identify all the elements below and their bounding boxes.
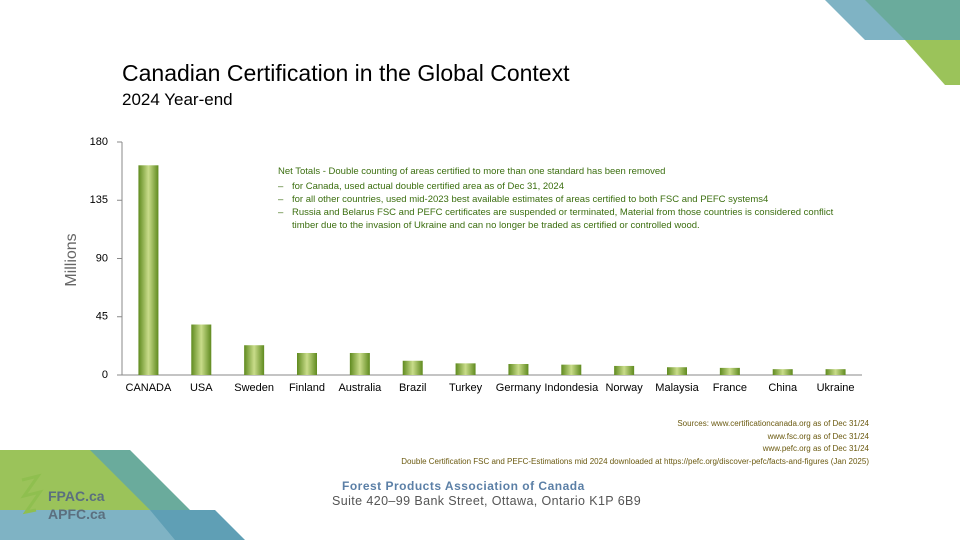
bar <box>244 345 265 375</box>
bar <box>402 360 423 375</box>
annotation: Net Totals - Double counting of areas ce… <box>278 165 838 232</box>
bar <box>614 365 635 375</box>
decor <box>865 0 960 40</box>
annotation-bullet: for all other countries, used mid-2023 b… <box>278 193 838 206</box>
annotation-bullet: Russia and Belarus FSC and PEFC certific… <box>278 206 838 232</box>
y-tick-label: 135 <box>90 194 108 206</box>
bar <box>349 352 370 375</box>
footer-address: Suite 420–99 Bank Street, Ottawa, Ontari… <box>332 494 642 508</box>
bar <box>508 363 529 375</box>
decor <box>905 40 960 85</box>
bar <box>561 364 582 375</box>
bar <box>191 324 212 375</box>
x-tick-label: Finland <box>289 382 325 394</box>
decor <box>90 450 190 510</box>
bar <box>455 363 476 375</box>
x-tick-label: Malaysia <box>655 382 699 394</box>
annotation-heading: Net Totals - Double counting of areas ce… <box>278 166 666 177</box>
bar <box>297 352 317 375</box>
footer-organization: Forest Products Association of Canada <box>342 479 585 493</box>
decor <box>150 510 245 540</box>
x-tick-label: Germany <box>496 382 542 394</box>
source-line: Double Certification FSC and PEFC-Estima… <box>401 456 869 466</box>
source-line: www.fsc.org as of Dec 31/24 <box>767 431 869 441</box>
bar <box>138 165 159 375</box>
annotation-list: for Canada, used actual double certified… <box>278 180 838 232</box>
y-axis-label: Millions <box>63 233 80 286</box>
x-tick-label: CANADA <box>126 382 173 394</box>
source-line: Sources: www.certificationcanada.org as … <box>677 419 869 428</box>
bar <box>825 369 846 375</box>
title: Canadian Certification in the Global Con… <box>122 60 570 86</box>
x-tick-label: Indondesia <box>544 382 599 394</box>
x-tick-label: Australia <box>338 382 382 394</box>
bar <box>667 367 687 375</box>
x-tick-label: China <box>768 382 798 394</box>
bar <box>719 367 740 375</box>
logo-text: APFC.ca <box>48 506 106 522</box>
x-tick-label: Sweden <box>234 382 274 394</box>
source-line: www.pefc.org as of Dec 31/24 <box>762 444 869 453</box>
y-tick-label: 0 <box>102 369 108 381</box>
x-tick-label: Norway <box>605 382 643 394</box>
y-tick-label: 180 <box>90 136 108 148</box>
x-tick-label: France <box>713 382 747 394</box>
logo-text: FPAC.ca <box>48 488 105 504</box>
y-tick-label: 45 <box>96 311 108 323</box>
x-tick-label: Ukraine <box>817 382 855 394</box>
logo-mark <box>20 473 44 515</box>
y-tick-label: 90 <box>96 252 108 264</box>
annotation-bullet: for Canada, used actual double certified… <box>278 180 838 193</box>
x-tick-label: USA <box>190 382 213 394</box>
x-tick-label: Turkey <box>449 382 483 394</box>
x-tick-label: Brazil <box>399 382 427 394</box>
bar <box>772 369 793 375</box>
subtitle: 2024 Year-end <box>122 90 233 109</box>
sources: Sources: www.certificationcanada.org as … <box>401 418 869 468</box>
